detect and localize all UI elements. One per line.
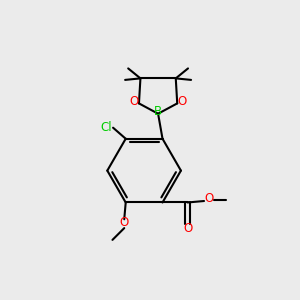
Text: Cl: Cl [101, 121, 112, 134]
Text: O: O [183, 222, 192, 235]
Text: O: O [120, 216, 129, 229]
Text: O: O [204, 192, 214, 205]
Text: B: B [154, 105, 162, 118]
Text: O: O [129, 94, 139, 107]
Text: O: O [178, 94, 187, 107]
